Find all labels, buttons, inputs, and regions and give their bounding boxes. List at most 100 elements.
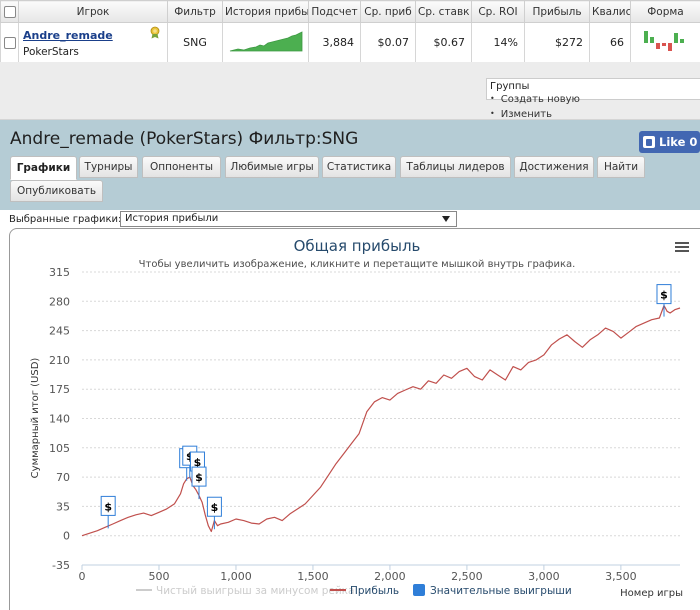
- chart-menu-icon[interactable]: [675, 242, 689, 252]
- tab-graphs[interactable]: Графики: [10, 156, 77, 180]
- chart-title: Общая прибыль: [294, 237, 421, 255]
- chart-series: [81, 304, 681, 537]
- col-header-ability[interactable]: Квалис: [589, 0, 631, 23]
- col-header-avg-profit[interactable]: Ср. приб: [360, 0, 416, 23]
- x-tick-label: 3,000: [528, 570, 560, 583]
- tab-favorite-games[interactable]: Любимые игры: [225, 156, 319, 178]
- x-axis: 0 500 1,000 1,500 2,000 2,500 3,000 3,500: [79, 564, 680, 583]
- like-label: Like 0: [659, 135, 698, 149]
- count-cell: 3,884: [308, 22, 361, 63]
- big-win-flag: $: [656, 284, 672, 317]
- player-table: Игрок Фильтр История прибы Подсчет Ср. п…: [0, 0, 700, 63]
- avg-profit-cell: $0.07: [360, 22, 416, 63]
- x-tick-label: 1,000: [220, 570, 252, 583]
- tab-find[interactable]: Найти: [597, 156, 645, 178]
- big-win-flag: $: [206, 496, 222, 530]
- col-header-filter[interactable]: Фильтр: [167, 0, 223, 23]
- legend-profit-label: Прибыль: [350, 585, 399, 597]
- x-axis-label: Номер игры: [620, 588, 683, 599]
- profit-series-line: [81, 304, 681, 537]
- col-header-form[interactable]: Форма: [630, 0, 700, 23]
- big-win-flag-label: $: [195, 471, 203, 484]
- big-win-flag-label: $: [104, 500, 112, 513]
- big-win-flag-box: [100, 495, 116, 516]
- big-win-flag-label: $: [211, 501, 219, 514]
- x-tick-label: 2,000: [374, 570, 406, 583]
- profit-sparkline: [229, 31, 302, 52]
- big-win-flag: $: [100, 495, 116, 529]
- y-tick-label: 315: [49, 266, 70, 279]
- col-header-profit[interactable]: Прибыль: [524, 0, 590, 23]
- y-tick-label: 280: [49, 295, 70, 308]
- big-win-flag: $: [191, 466, 207, 500]
- big-win-flag-label: $: [186, 450, 194, 463]
- col-header-avg-stake[interactable]: Ср. ставк: [415, 0, 472, 23]
- y-tick-label: 175: [49, 383, 70, 396]
- header-select-all[interactable]: [0, 0, 19, 23]
- col-header-count[interactable]: Подсчет: [308, 0, 361, 23]
- history-sparkline-cell[interactable]: [222, 22, 309, 63]
- y-tick-label: 140: [49, 413, 70, 426]
- tab-publish[interactable]: Опубликовать: [10, 180, 103, 202]
- x-tick-label: 1,500: [297, 570, 329, 583]
- table-row: Andre_remade PokerStars SNG 3,884 $0.07 …: [0, 22, 700, 63]
- avg-stake-cell: $0.67: [415, 22, 472, 63]
- ability-cell: 66: [589, 22, 631, 63]
- col-header-avg-roi[interactable]: Ср. ROI: [471, 0, 525, 23]
- y-tick-label: 70: [56, 471, 70, 484]
- y-tick-label: 35: [56, 500, 70, 513]
- facebook-icon: [643, 136, 655, 148]
- big-win-flag-box: [206, 496, 222, 517]
- big-win-flag-box: [191, 466, 207, 487]
- col-header-history[interactable]: История прибы: [222, 0, 309, 23]
- col-header-player[interactable]: Игрок: [18, 0, 168, 23]
- chart-grid: [82, 271, 680, 566]
- achievement-badge-icon: [150, 26, 160, 39]
- tab-tournaments[interactable]: Турниры: [79, 156, 138, 178]
- chart-subtitle: Чтобы увеличить изображение, кликните и …: [139, 259, 576, 270]
- x-tick-label: 2,500: [451, 570, 483, 583]
- form-bars: [643, 31, 684, 51]
- graph-select-value: История прибыли: [125, 213, 219, 224]
- legend-rake-label: Чистый выигрыш за минусом рейка: [156, 585, 354, 597]
- tab-leaderboards[interactable]: Таблицы лидеров: [400, 156, 511, 178]
- y-tick-label: -35: [52, 559, 70, 572]
- table-header-row: Игрок Фильтр История прибы Подсчет Ср. п…: [0, 0, 700, 23]
- y-tick-label: 245: [49, 325, 70, 338]
- y-tick-label: 210: [49, 354, 70, 367]
- row-checkbox[interactable]: [3, 37, 16, 49]
- avg-roi-cell: 14%: [471, 22, 525, 63]
- chevron-down-icon: [442, 216, 450, 222]
- y-axis: -35 0 35 70 105 140 175 210 245 280 315: [49, 266, 70, 572]
- tab-opponents[interactable]: Оппоненты: [142, 156, 221, 178]
- row-select-cell[interactable]: [0, 22, 19, 63]
- form-cell: [630, 22, 700, 63]
- player-room: PokerStars: [23, 46, 79, 58]
- y-tick-label: 0: [63, 530, 70, 543]
- facebook-like-button[interactable]: Like 0: [639, 131, 700, 153]
- big-wins-flags: $$$$$$$: [100, 284, 672, 530]
- x-tick-label: 0: [79, 570, 86, 583]
- player-name-link[interactable]: Andre_remade: [23, 29, 113, 42]
- legend-big-wins-marker: [413, 584, 425, 596]
- y-axis-label: Суммарный итог (USD): [30, 358, 41, 479]
- profit-chart[interactable]: Общая прибыль Чтобы увеличить изображени…: [0, 228, 700, 610]
- tab-statistics[interactable]: Статистика: [322, 156, 396, 178]
- y-tick-label: 105: [49, 442, 70, 455]
- select-all-checkbox[interactable]: [3, 5, 16, 18]
- player-cell: Andre_remade PokerStars: [18, 22, 168, 63]
- graph-select[interactable]: История прибыли: [120, 211, 457, 227]
- x-tick-label: 3,500: [605, 570, 637, 583]
- page-title: Andre_remade (PokerStars) Фильтр:SNG: [10, 129, 359, 149]
- big-win-flag-box: [656, 284, 672, 305]
- legend-big-wins-label: Значительные выигрыши: [430, 585, 572, 597]
- create-group-link[interactable]: Создать новую: [490, 94, 580, 105]
- big-win-flag-label: $: [194, 456, 202, 469]
- groups-title: Группы: [490, 81, 530, 92]
- x-tick-label: 500: [148, 570, 169, 583]
- tab-achievements[interactable]: Достижения: [514, 156, 594, 178]
- edit-group-link[interactable]: Изменить: [490, 109, 552, 120]
- graph-select-label: Выбранные графики:: [9, 214, 122, 225]
- big-win-flag-label: $: [660, 289, 668, 302]
